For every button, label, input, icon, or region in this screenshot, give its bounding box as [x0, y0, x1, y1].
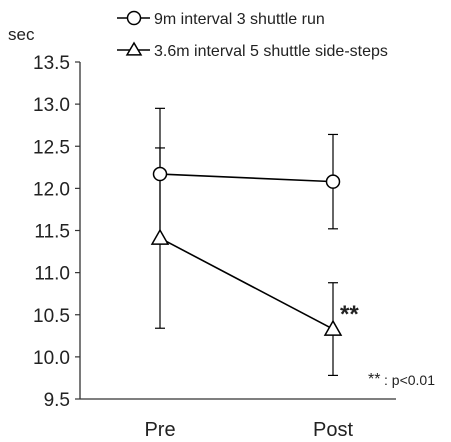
legend: 9m interval 3 shuttle run 3.6m interval 5… — [117, 10, 388, 60]
y-tick-label: 12.0 — [33, 179, 70, 200]
data-point-circle — [152, 166, 168, 182]
legend-label: 3.6m interval 5 shuttle side-steps — [154, 43, 388, 60]
legend-circle-icon — [126, 10, 142, 26]
x-tick-label: Pre — [144, 419, 175, 441]
data-point-triangle — [323, 319, 343, 336]
legend-label: 9m interval 3 shuttle run — [154, 11, 325, 28]
data-point-triangle — [150, 228, 170, 245]
y-tick-label: 10.5 — [33, 306, 70, 327]
y-tick-label: 10.0 — [33, 348, 70, 369]
series-markers — [150, 166, 343, 336]
significance-note-stars: ** — [368, 371, 380, 388]
significance-note-text: : p<0.01 — [384, 372, 435, 388]
significance-mark: ** — [340, 301, 359, 328]
error-bars — [155, 107, 338, 377]
series-lines — [159, 173, 334, 330]
y-tick-label: 11.0 — [34, 264, 70, 285]
legend-triangle-icon — [125, 41, 143, 56]
y-tick-labels: 9.5 10.0 10.5 11.0 11.5 12.0 12.5 13.0 13.5 — [33, 53, 70, 411]
y-axis-label: sec — [8, 25, 35, 44]
y-tick-label: 13.0 — [33, 95, 70, 116]
y-tick-label: 11.5 — [34, 222, 70, 243]
x-tick-label: Post — [313, 419, 353, 441]
data-point-circle — [325, 174, 341, 189]
x-tick-labels: Pre Post — [144, 419, 353, 441]
series-line-1 — [159, 173, 334, 183]
y-tick-label: 9.5 — [44, 390, 70, 411]
y-tick-label: 13.5 — [33, 53, 70, 74]
y-tick-label: 12.5 — [33, 137, 70, 158]
series-line-2 — [159, 237, 334, 330]
axes — [75, 61, 396, 400]
